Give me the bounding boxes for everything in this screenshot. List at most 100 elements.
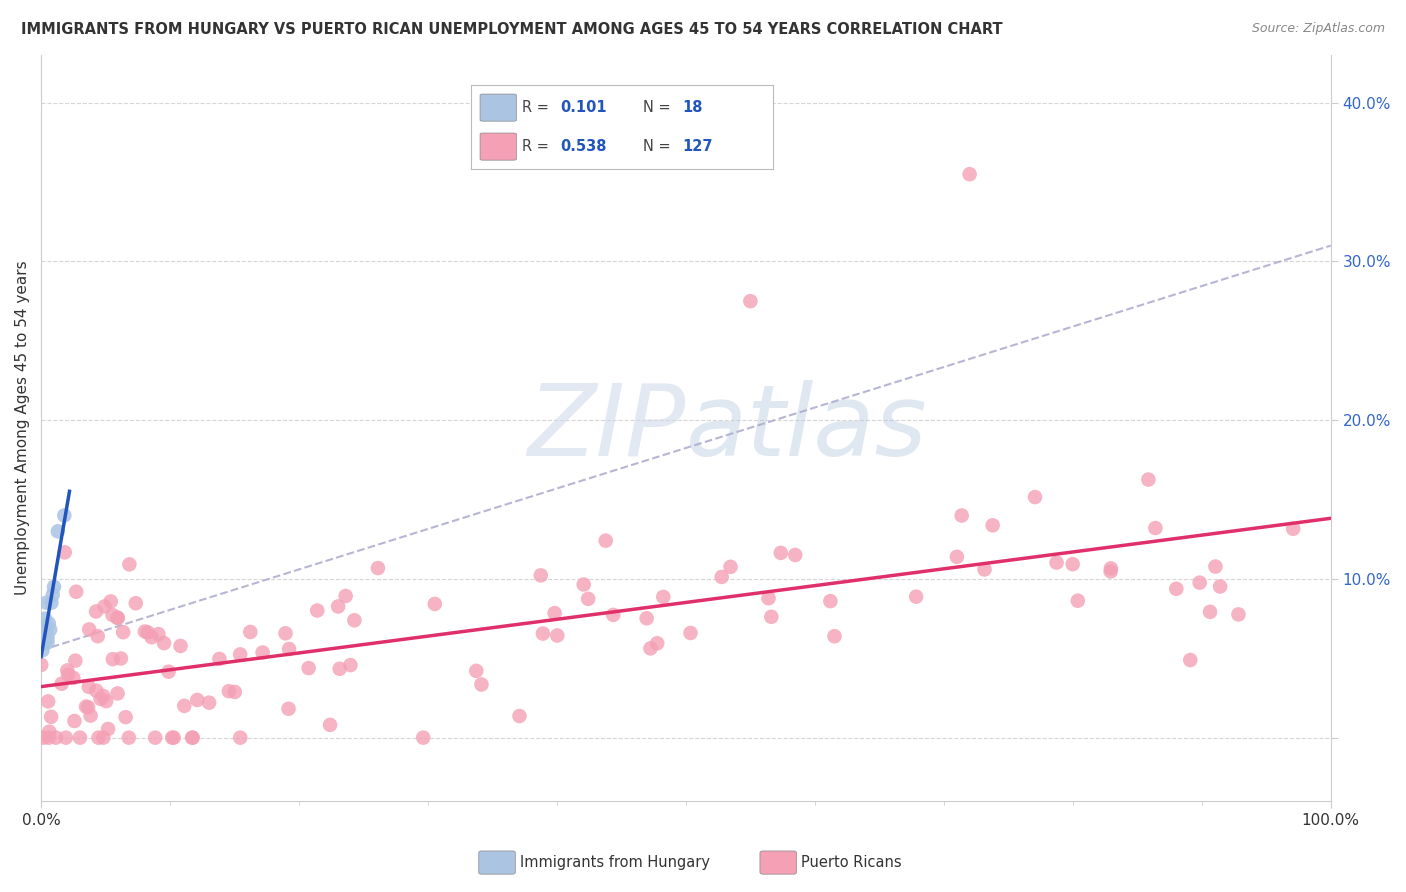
- Point: [114, 710, 136, 724]
- Point: [198, 696, 221, 710]
- Point: [118, 731, 141, 745]
- Point: [636, 611, 658, 625]
- Point: [1099, 561, 1122, 575]
- Point: [946, 549, 969, 564]
- Point: [1180, 653, 1202, 667]
- Point: [298, 661, 321, 675]
- Point: [761, 609, 783, 624]
- Point: [32, 631, 55, 645]
- Point: [769, 546, 792, 560]
- Point: [412, 731, 434, 745]
- Point: [100, 594, 122, 608]
- Point: [37, 694, 59, 708]
- Y-axis label: Unemployment Among Ages 45 to 54 years: Unemployment Among Ages 45 to 54 years: [15, 260, 30, 596]
- Point: [77, 623, 100, 637]
- Point: [35, 623, 58, 637]
- Point: [38, 724, 60, 739]
- Point: [543, 606, 565, 620]
- Point: [141, 630, 163, 644]
- Text: R =: R =: [523, 139, 554, 154]
- Text: Source: ZipAtlas.com: Source: ZipAtlas.com: [1251, 22, 1385, 36]
- Text: IMMIGRANTS FROM HUNGARY VS PUERTO RICAN UNEMPLOYMENT AMONG AGES 45 TO 54 YEARS C: IMMIGRANTS FROM HUNGARY VS PUERTO RICAN …: [21, 22, 1002, 37]
- Point: [91, 689, 114, 703]
- FancyBboxPatch shape: [479, 94, 516, 121]
- Point: [758, 591, 780, 606]
- Point: [1144, 521, 1167, 535]
- Point: [77, 680, 100, 694]
- Point: [277, 702, 299, 716]
- Point: [710, 570, 733, 584]
- Point: [1188, 575, 1211, 590]
- Point: [34, 612, 56, 626]
- Point: [602, 607, 624, 622]
- Point: [45, 731, 67, 745]
- Point: [91, 731, 114, 745]
- Point: [508, 709, 530, 723]
- Point: [173, 698, 195, 713]
- Point: [208, 652, 231, 666]
- Point: [679, 626, 702, 640]
- Point: [53, 508, 76, 523]
- Point: [329, 662, 352, 676]
- Point: [93, 599, 115, 614]
- Point: [950, 508, 973, 523]
- Point: [101, 608, 124, 623]
- Point: [38, 731, 60, 745]
- Point: [274, 626, 297, 640]
- Point: [181, 731, 204, 745]
- Point: [326, 599, 349, 614]
- Point: [1067, 593, 1090, 607]
- Point: [101, 652, 124, 666]
- Point: [820, 594, 842, 608]
- Point: [640, 641, 662, 656]
- Point: [51, 677, 73, 691]
- Text: 18: 18: [683, 100, 703, 115]
- Point: [572, 577, 595, 591]
- Point: [224, 685, 246, 699]
- Point: [37, 631, 59, 645]
- Point: [1166, 582, 1188, 596]
- Point: [34, 619, 56, 633]
- Point: [720, 559, 742, 574]
- Point: [367, 561, 389, 575]
- Point: [65, 584, 87, 599]
- Point: [42, 580, 65, 594]
- Point: [824, 629, 846, 643]
- Point: [87, 629, 110, 643]
- Text: N =: N =: [644, 100, 675, 115]
- Text: 0.538: 0.538: [560, 139, 606, 154]
- Point: [252, 646, 274, 660]
- Point: [1204, 559, 1226, 574]
- Point: [96, 694, 118, 708]
- Point: [652, 590, 675, 604]
- Point: [97, 722, 120, 736]
- Point: [39, 623, 62, 637]
- Point: [30, 657, 52, 672]
- Point: [1024, 490, 1046, 504]
- Point: [339, 658, 361, 673]
- Point: [38, 616, 60, 631]
- Text: ZIP: ZIP: [527, 380, 686, 476]
- Point: [107, 611, 129, 625]
- Point: [465, 664, 488, 678]
- Point: [218, 684, 240, 698]
- Point: [645, 636, 668, 650]
- Point: [278, 642, 301, 657]
- Point: [65, 654, 87, 668]
- Point: [423, 597, 446, 611]
- Point: [56, 664, 79, 678]
- Text: N =: N =: [644, 139, 675, 154]
- Point: [32, 731, 55, 745]
- Point: [90, 692, 112, 706]
- Point: [531, 626, 554, 640]
- Point: [595, 533, 617, 548]
- FancyBboxPatch shape: [479, 133, 516, 161]
- Text: 127: 127: [683, 139, 713, 154]
- Point: [107, 686, 129, 700]
- Point: [118, 558, 141, 572]
- Point: [153, 636, 176, 650]
- Point: [107, 611, 129, 625]
- Point: [55, 731, 77, 745]
- Point: [31, 627, 53, 641]
- Point: [785, 548, 807, 562]
